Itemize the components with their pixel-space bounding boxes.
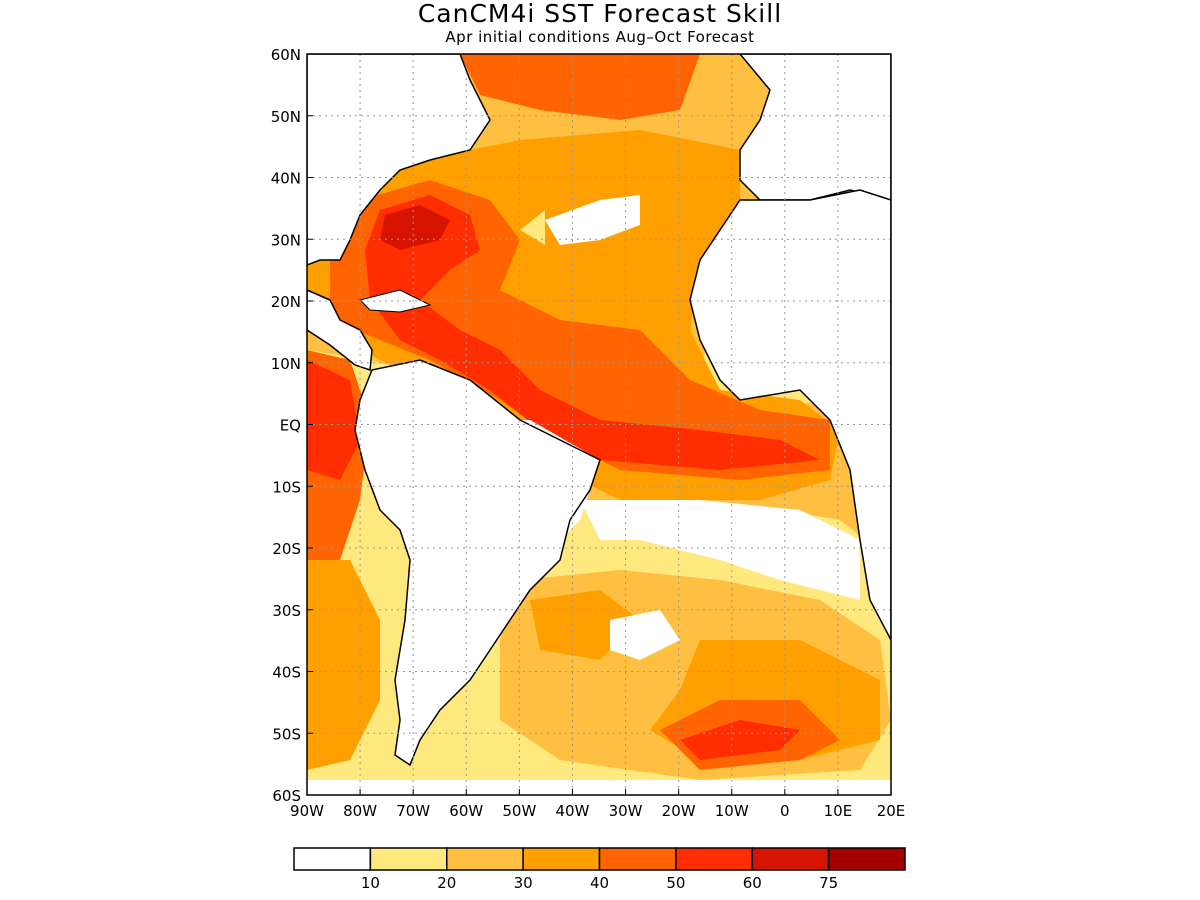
- colorbar-label: 75: [819, 874, 838, 892]
- colorbar-swatch: [827, 847, 906, 871]
- colorbar-swatch: [751, 847, 830, 871]
- lat-tick-label: 10N: [271, 355, 301, 373]
- map-title: CanCM4i SST Forecast Skill: [417, 0, 783, 28]
- lon-tick-label: 60W: [449, 802, 483, 820]
- lon-tick-label: 10W: [715, 802, 749, 820]
- lon-tick-label: 40W: [555, 802, 589, 820]
- lon-tick-labels: 90W 80W 70W 60W 50W 40W 30W 20W 10W 0 10E 20E: [290, 789, 905, 820]
- land-caribbean: [359, 289, 432, 313]
- skill-region-pacific-40: [307, 560, 380, 770]
- lon-tick-label: 20E: [877, 802, 906, 820]
- lat-tick-label: 40N: [271, 170, 301, 188]
- lat-tick-label: 20S: [272, 540, 301, 558]
- lat-tick-label: 40S: [272, 664, 301, 682]
- lon-tick-label: 20W: [662, 802, 696, 820]
- land-north-america: [307, 54, 491, 266]
- colorbar-label: 60: [743, 874, 762, 892]
- skill-region-low-mid-ring: [520, 210, 545, 245]
- land-south-america: [354, 359, 601, 767]
- lat-tick-label: 10S: [272, 478, 301, 496]
- colorbar-label: 40: [590, 874, 609, 892]
- colorbar-swatch: [446, 847, 524, 871]
- land-central-america: [307, 289, 373, 372]
- colorbar-swatch: [369, 847, 448, 871]
- skill-region-sa-low2: [580, 500, 860, 600]
- lon-tick-label: 80W: [343, 802, 377, 820]
- lat-tick-label: 20N: [271, 293, 301, 311]
- skill-region-pacific-60: [307, 360, 360, 480]
- colorbar-swatch: [598, 847, 677, 871]
- lat-tick-label: EQ: [280, 417, 301, 435]
- shaded-field: [307, 54, 891, 795]
- colorbar-label: 10: [361, 874, 380, 892]
- skill-region-sa-60: [680, 720, 800, 760]
- lon-tick-label: 50W: [502, 802, 536, 820]
- skill-region-sa-low3: [610, 610, 680, 660]
- colorbar: 10 20 30 40 50 60 75: [293, 847, 906, 892]
- colorbar-label: 50: [666, 874, 685, 892]
- lat-tick-label: 50N: [271, 108, 301, 126]
- land-europe: [739, 54, 891, 201]
- lon-tick-label: 10E: [824, 802, 853, 820]
- lon-tick-label: 70W: [396, 802, 430, 820]
- lon-tick-label: 30W: [609, 802, 643, 820]
- skill-region-south-low: [307, 780, 891, 795]
- colorbar-swatch: [522, 847, 601, 871]
- skill-region-low-mid: [545, 195, 640, 245]
- land-africa: [689, 189, 891, 641]
- colorbar-swatch: [293, 847, 372, 871]
- colorbar-label: 30: [514, 874, 533, 892]
- colorbar-label: 20: [437, 874, 456, 892]
- map-subtitle: Apr initial conditions Aug–Oct Forecast: [445, 28, 755, 46]
- lat-tick-label: 30S: [272, 602, 301, 620]
- lat-tick-labels: 60N 50N 40N 30N 20N 10N EQ 10S 20S 30S 40S 50S 60S: [271, 46, 313, 805]
- lat-tick-label: 60N: [271, 46, 301, 64]
- skill-region-north-50: [460, 54, 700, 120]
- map-grid: [307, 54, 891, 795]
- lat-tick-label: 50S: [272, 725, 301, 743]
- lat-tick-label: 60S: [272, 787, 301, 805]
- lon-tick-label: 90W: [290, 802, 324, 820]
- lat-tick-label: 30N: [271, 231, 301, 249]
- lon-tick-label: 0: [780, 802, 790, 820]
- colorbar-swatch: [675, 847, 753, 871]
